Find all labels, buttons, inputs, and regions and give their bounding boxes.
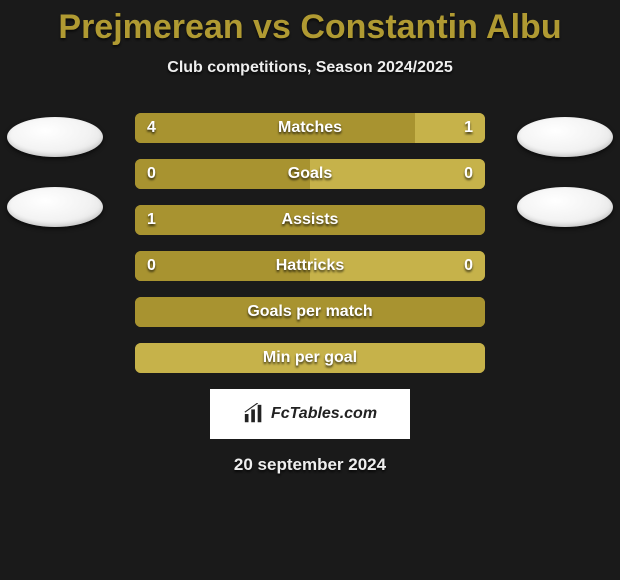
stat-bar-right-fill xyxy=(310,251,485,281)
player2-club-avatar xyxy=(517,187,613,227)
source-logo: FcTables.com xyxy=(210,389,410,439)
stat-bar: Goals00 xyxy=(135,159,485,189)
stat-bar: Hattricks00 xyxy=(135,251,485,281)
right-avatar-col xyxy=(510,113,620,227)
chart-icon xyxy=(243,403,265,425)
player1-club-avatar xyxy=(7,187,103,227)
stat-bar-right-fill xyxy=(415,113,485,143)
stat-bar: Assists1 xyxy=(135,205,485,235)
player2-avatar xyxy=(517,117,613,157)
chart-date: 20 september 2024 xyxy=(234,455,386,475)
stats-area: Matches41 Goals00 Assists1 Hattricks00 Goals… xyxy=(0,113,620,373)
player1-avatar xyxy=(7,117,103,157)
stat-bar: Matches41 xyxy=(135,113,485,143)
page-subtitle: Club competitions, Season 2024/2025 xyxy=(167,59,452,77)
stat-bar-left-fill xyxy=(135,205,485,235)
stat-bar-left-fill xyxy=(135,159,310,189)
page-title: Prejmerean vs Constantin Albu xyxy=(58,8,561,47)
left-avatar-col xyxy=(0,113,110,227)
stat-bars: Matches41 Goals00 Assists1 Hattricks00 Goals… xyxy=(135,113,485,373)
stat-bar-left-fill xyxy=(135,297,485,327)
stat-bar-left-fill xyxy=(135,251,310,281)
stat-bar-right-fill xyxy=(135,343,485,373)
source-logo-text: FcTables.com xyxy=(271,405,377,423)
stat-bar-left-fill xyxy=(135,113,415,143)
stat-bar: Min per goal xyxy=(135,343,485,373)
stat-bar: Goals per match xyxy=(135,297,485,327)
stat-bar-right-fill xyxy=(310,159,485,189)
